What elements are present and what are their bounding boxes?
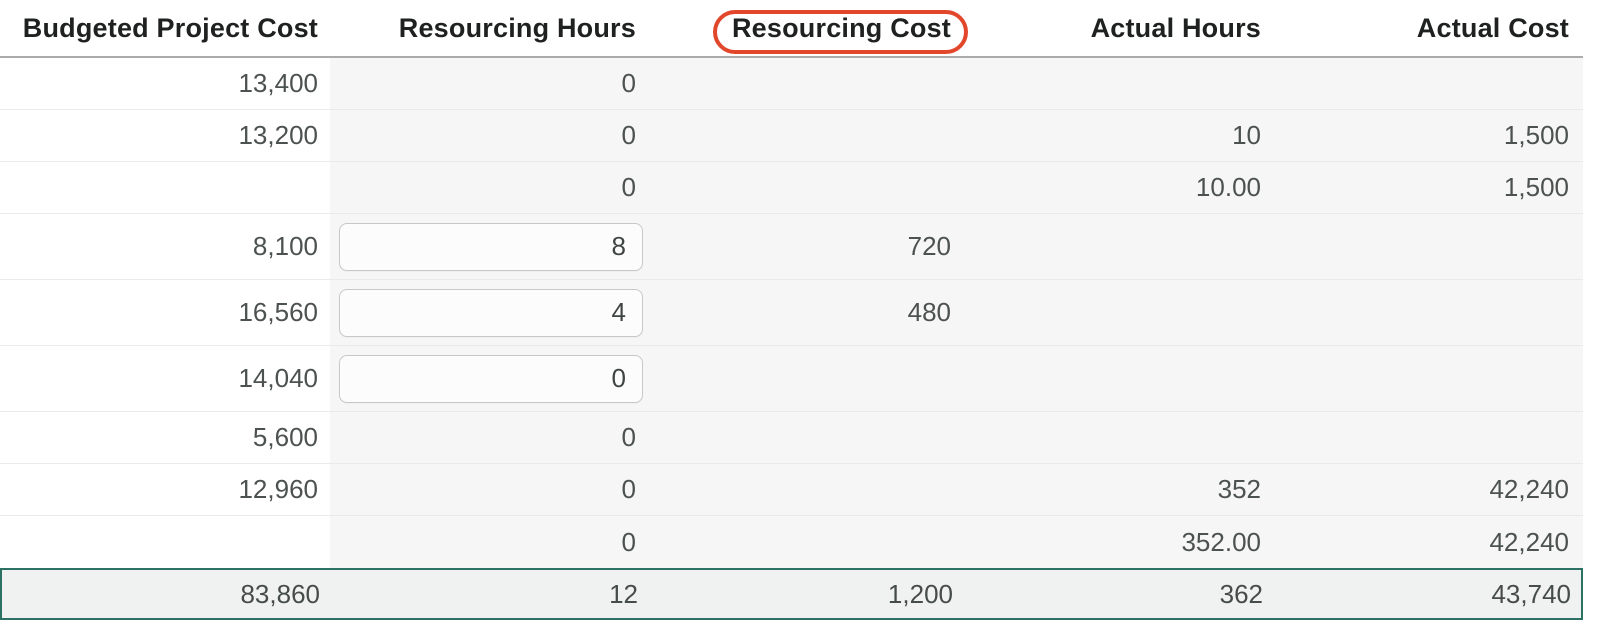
resourcing-cost-cell <box>650 464 965 515</box>
budgeted-project-cost-value: 5,600 <box>252 422 318 452</box>
resourcing-cost-cell <box>650 162 965 213</box>
budgeted-project-cost-value: 16,560 <box>238 297 318 327</box>
budget-table: Budgeted Project Cost Resourcing Hours R… <box>0 0 1583 620</box>
resourcing-cost-value: 720 <box>907 231 951 261</box>
actual-cost-cell <box>1275 58 1583 109</box>
resourcing-cost-value: 480 <box>907 297 951 327</box>
resourcing-cost-cell <box>650 516 965 568</box>
resourcing-hours-value: 0 <box>621 474 636 504</box>
budgeted-project-cost-value: 8,100 <box>252 231 318 261</box>
total-resourcing-hours: 12 <box>609 578 638 609</box>
budgeted-project-cost-cell: 13,400 <box>0 58 330 109</box>
resourcing-hours-cell: 0 <box>330 162 650 213</box>
resourcing-cost-cell <box>650 58 965 109</box>
table-header-row: Budgeted Project Cost Resourcing Hours R… <box>0 0 1583 58</box>
resourcing-hours-cell: 0 <box>330 412 650 463</box>
total-actual-hours: 362 <box>1219 578 1263 609</box>
resourcing-hours-cell: 0 <box>330 58 650 109</box>
actual-cost-cell: 42,240 <box>1275 464 1583 515</box>
actual-cost-cell <box>1275 214 1583 279</box>
budgeted-project-cost-cell <box>0 516 330 568</box>
actual-hours-cell: 10.00 <box>965 162 1275 213</box>
resourcing-hours-cell: 0 <box>330 516 650 568</box>
resourcing-cost-cell <box>650 110 965 161</box>
budgeted-project-cost-cell: 14,040 <box>0 346 330 411</box>
actual-cost-value: 42,240 <box>1489 474 1569 504</box>
actual-cost-cell <box>1275 346 1583 411</box>
budgeted-project-cost-cell: 13,200 <box>0 110 330 161</box>
column-header-resourcing-hours[interactable]: Resourcing Hours <box>330 0 650 56</box>
budgeted-project-cost-value: 13,400 <box>238 68 318 98</box>
resourcing-hours-input[interactable] <box>339 288 643 337</box>
actual-cost-value: 1,500 <box>1503 172 1569 202</box>
budgeted-project-cost-cell: 12,960 <box>0 464 330 515</box>
budgeted-project-cost-cell: 8,100 <box>0 214 330 279</box>
resourcing-hours-cell <box>330 280 650 345</box>
actual-cost-cell <box>1275 280 1583 345</box>
column-header-resourcing-cost[interactable]: Resourcing Cost <box>650 0 965 56</box>
column-header-actual-cost[interactable]: Actual Cost <box>1275 0 1583 56</box>
resourcing-hours-cell <box>330 346 650 411</box>
resourcing-hours-value: 0 <box>621 68 636 98</box>
actual-hours-value: 10 <box>1232 120 1261 150</box>
table-row: 14,040 <box>0 346 1583 412</box>
actual-hours-cell <box>965 280 1275 345</box>
budgeted-project-cost-value: 12,960 <box>238 474 318 504</box>
table-row: 13,400 0 <box>0 58 1583 110</box>
actual-cost-value: 42,240 <box>1489 526 1569 557</box>
actual-hours-cell <box>965 346 1275 411</box>
budgeted-project-cost-cell <box>0 162 330 213</box>
table-row: 13,200 0 10 1,500 <box>0 110 1583 162</box>
actual-hours-cell: 352.00 <box>965 516 1275 568</box>
resourcing-cost-cell <box>650 346 965 411</box>
actual-hours-cell: 10 <box>965 110 1275 161</box>
resourcing-hours-cell: 0 <box>330 110 650 161</box>
total-actual-cost: 43,740 <box>1491 578 1571 609</box>
resourcing-cost-cell <box>650 412 965 463</box>
actual-hours-value: 352 <box>1217 474 1261 504</box>
budgeted-project-cost-cell: 16,560 <box>0 280 330 345</box>
resourcing-hours-value: 0 <box>621 120 636 150</box>
totals-row: 83,860 12 1,200 362 43,740 <box>0 568 1583 620</box>
table-row: 5,600 0 <box>0 412 1583 464</box>
actual-hours-cell: 352 <box>965 464 1275 515</box>
column-header-actual-hours[interactable]: Actual Hours <box>965 0 1275 56</box>
actual-cost-cell: 1,500 <box>1275 162 1583 213</box>
table-row: 0 10.00 1,500 <box>0 162 1583 214</box>
actual-hours-value: 352.00 <box>1181 526 1261 557</box>
budgeted-project-cost-value: 14,040 <box>238 363 318 393</box>
resourcing-cost-cell: 720 <box>650 214 965 279</box>
actual-cost-cell: 1,500 <box>1275 110 1583 161</box>
budgeted-project-cost-cell: 5,600 <box>0 412 330 463</box>
resourcing-hours-cell: 0 <box>330 464 650 515</box>
table-body: 13,400 0 13,200 0 10 1,500 0 10.00 1,500 8,100 720… <box>0 58 1583 568</box>
resourcing-cost-cell: 480 <box>650 280 965 345</box>
table-row: 0 352.00 42,240 <box>0 516 1583 568</box>
table-row: 16,560 480 <box>0 280 1583 346</box>
actual-hours-cell <box>965 214 1275 279</box>
budgeted-project-cost-value: 13,200 <box>238 120 318 150</box>
resourcing-hours-input[interactable] <box>339 354 643 403</box>
actual-hours-cell <box>965 412 1275 463</box>
resourcing-hours-cell <box>330 214 650 279</box>
table-row: 12,960 0 352 42,240 <box>0 464 1583 516</box>
actual-hours-cell <box>965 58 1275 109</box>
actual-cost-cell <box>1275 412 1583 463</box>
total-resourcing-cost: 1,200 <box>887 578 953 609</box>
table-row: 8,100 720 <box>0 214 1583 280</box>
total-budgeted-project-cost: 83,860 <box>240 578 320 609</box>
actual-cost-cell: 42,240 <box>1275 516 1583 568</box>
resourcing-hours-value: 0 <box>621 422 636 452</box>
column-header-budgeted-project-cost[interactable]: Budgeted Project Cost <box>0 0 330 56</box>
resourcing-hours-value: 0 <box>621 526 636 557</box>
actual-hours-value: 10.00 <box>1195 172 1261 202</box>
actual-cost-value: 1,500 <box>1503 120 1569 150</box>
resourcing-hours-value: 0 <box>621 172 636 202</box>
resourcing-hours-input[interactable] <box>339 222 643 271</box>
